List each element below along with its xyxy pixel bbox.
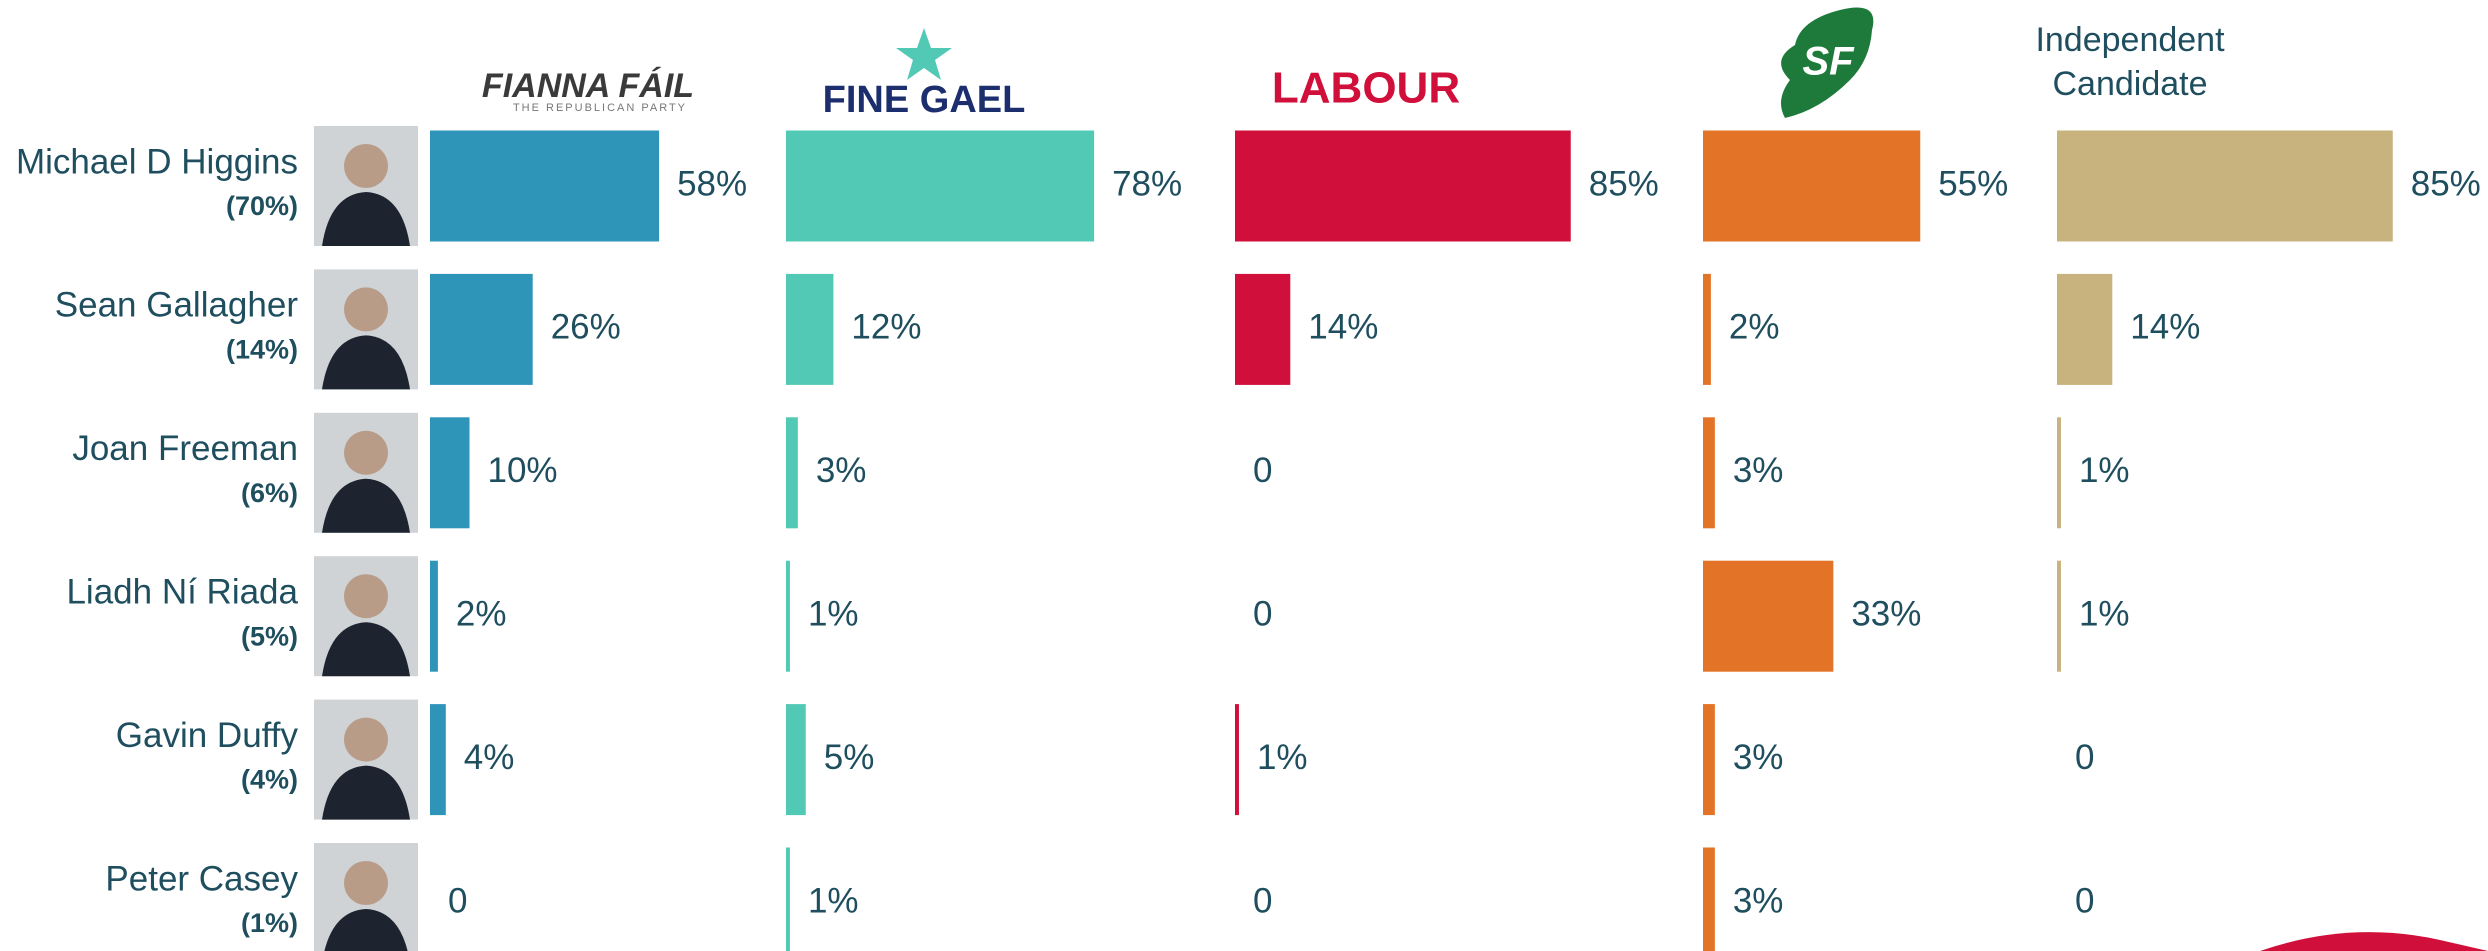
- bar: [2057, 273, 2113, 385]
- value-label: 1%: [2079, 594, 2130, 633]
- sf-map: [1781, 7, 1874, 118]
- bar: [1235, 704, 1239, 816]
- bar: [786, 417, 798, 529]
- fg-star: [896, 28, 952, 80]
- candidate-share: (70%): [226, 191, 298, 221]
- photo-head: [344, 861, 388, 905]
- value-label: 1%: [2079, 451, 2130, 490]
- photo-head: [344, 574, 388, 619]
- bar: [1703, 847, 1715, 951]
- ff-logo: FIANNA FÁIL: [482, 67, 694, 105]
- bar: [430, 273, 533, 385]
- bar: [430, 704, 446, 816]
- photo-head: [344, 430, 388, 475]
- value-label: 26%: [551, 308, 621, 347]
- bar: [786, 560, 790, 672]
- value-label: 1%: [1257, 738, 1308, 777]
- decor-arc: [2260, 932, 2488, 951]
- value-label: 5%: [824, 738, 875, 777]
- value-label: 4%: [464, 738, 515, 777]
- candidate-share: (5%): [241, 621, 298, 651]
- bar: [1703, 704, 1715, 816]
- candidate-name: Sean Gallagher: [55, 286, 299, 325]
- candidate-name: Peter Casey: [105, 859, 298, 898]
- value-label: 14%: [2130, 308, 2200, 347]
- bar: [1703, 417, 1715, 529]
- bar: [430, 130, 660, 242]
- value-label: 55%: [1938, 164, 2008, 203]
- bar: [2057, 560, 2061, 672]
- candidate-name: Joan Freeman: [72, 429, 298, 468]
- photo-body: [322, 335, 410, 390]
- value-label: 0: [1253, 451, 1272, 490]
- sf-logo: SF: [1802, 40, 1855, 84]
- value-label: 78%: [1112, 164, 1182, 203]
- value-label: 85%: [1589, 164, 1659, 203]
- value-label: 14%: [1308, 308, 1378, 347]
- photo-body: [324, 909, 408, 951]
- photo-body: [322, 622, 410, 677]
- candidate-name: Liadh Ní Riada: [66, 572, 298, 611]
- bar: [430, 417, 470, 529]
- bar: [1703, 130, 1921, 242]
- bar: [786, 130, 1095, 242]
- value-label: 3%: [816, 451, 867, 490]
- candidate-name: Gavin Duffy: [116, 716, 299, 755]
- photo-head: [344, 717, 388, 762]
- bar: [2057, 417, 2061, 529]
- bar: [1703, 273, 1711, 385]
- fg-logo: FINE GAEL: [823, 79, 1026, 121]
- value-label: 58%: [677, 164, 747, 203]
- value-label: 0: [1253, 594, 1272, 633]
- bar: [786, 847, 790, 951]
- bar: [786, 704, 806, 816]
- value-label: 0: [2075, 881, 2094, 920]
- bar: [2057, 130, 2393, 242]
- ind-header-box: Independent Candidate: [2035, 21, 2225, 103]
- value-label: 3%: [1733, 881, 1784, 920]
- photo-body: [322, 478, 410, 533]
- candidate-share: (4%): [241, 765, 298, 795]
- candidate-share: (6%): [241, 478, 298, 508]
- value-label: 3%: [1733, 738, 1784, 777]
- value-label: 0: [448, 881, 467, 920]
- photo-head: [344, 287, 388, 332]
- bar: [430, 560, 438, 672]
- value-label: 10%: [488, 451, 558, 490]
- value-label: 2%: [1729, 308, 1780, 347]
- value-label: 33%: [1851, 594, 1921, 633]
- value-label: 1%: [808, 594, 859, 633]
- labour-logo: LABOUR: [1272, 64, 1460, 113]
- candidate-share: (1%): [241, 908, 298, 938]
- ind-header: Independent Candidate: [2035, 21, 2225, 103]
- photo-body: [322, 765, 410, 820]
- value-label: 12%: [851, 308, 921, 347]
- value-label: 3%: [1733, 451, 1784, 490]
- value-label: 0: [1253, 881, 1272, 920]
- value-label: 1%: [808, 881, 859, 920]
- candidate-name: Michael D Higgins: [16, 142, 298, 181]
- value-label: 2%: [456, 594, 507, 633]
- bar: [1235, 130, 1571, 242]
- value-label: 0: [2075, 738, 2094, 777]
- ff-logo-sub: THE REPUBLICAN PARTY: [513, 102, 687, 114]
- photo-head: [344, 144, 388, 188]
- photo-body: [322, 192, 410, 246]
- bar: [1703, 560, 1834, 672]
- candidate-share: (14%): [226, 335, 298, 365]
- value-label: 85%: [2411, 164, 2481, 203]
- bar: [1235, 273, 1291, 385]
- bar: [786, 273, 834, 385]
